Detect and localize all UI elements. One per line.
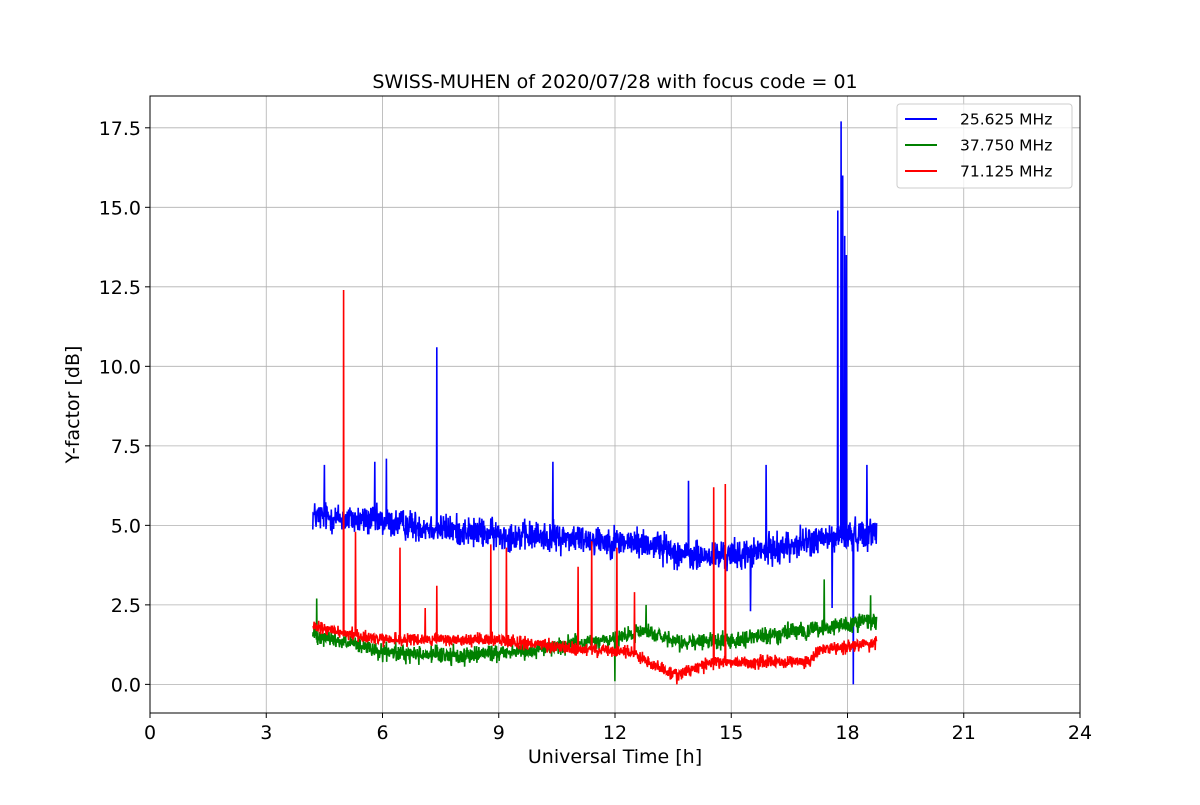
y-tick-label: 17.5: [99, 118, 141, 140]
plot-area: [312, 121, 878, 685]
legend-box: [896, 103, 1073, 189]
x-tick-label: 6: [376, 722, 388, 744]
x-tick-label: 18: [835, 722, 859, 744]
y-tick-label: 12.5: [99, 277, 141, 299]
series-line: [312, 289, 878, 685]
legend-label: 25.625 MHz: [960, 111, 1052, 129]
y-tick-label: 15.0: [99, 197, 141, 219]
x-tick-label: 0: [144, 722, 156, 744]
legend-label: 37.750 MHz: [960, 137, 1052, 155]
x-tick-label: 24: [1068, 722, 1092, 744]
series-line: [312, 579, 878, 682]
y-tick-label: 5.0: [111, 515, 141, 537]
x-tick-label: 12: [603, 722, 627, 744]
y-tick-label: 0.0: [111, 674, 141, 696]
y-axis-label: Y-factor [dB]: [62, 346, 84, 465]
y-tick-label: 2.5: [111, 595, 141, 617]
ticks: 0 3 6 9 12 15 18 21 24 0.0 2.5 5.0 7.5 10.0 12.5 15.0 17…: [99, 118, 1092, 744]
x-tick-label: 21: [952, 722, 976, 744]
series-line: [312, 121, 878, 685]
legend: 25.625 MHz 37.750 MHz 71.125 MHz: [896, 103, 1073, 189]
x-tick-label: 9: [493, 722, 505, 744]
y-tick-label: 7.5: [111, 436, 141, 458]
legend-label: 71.125 MHz: [960, 163, 1052, 181]
x-tick-label: 15: [719, 722, 743, 744]
y-tick-label: 10.0: [99, 356, 141, 378]
x-axis-label: Universal Time [h]: [528, 746, 702, 768]
x-tick-label: 3: [260, 722, 272, 744]
chart-title: SWISS-MUHEN of 2020/07/28 with focus cod…: [372, 71, 857, 93]
